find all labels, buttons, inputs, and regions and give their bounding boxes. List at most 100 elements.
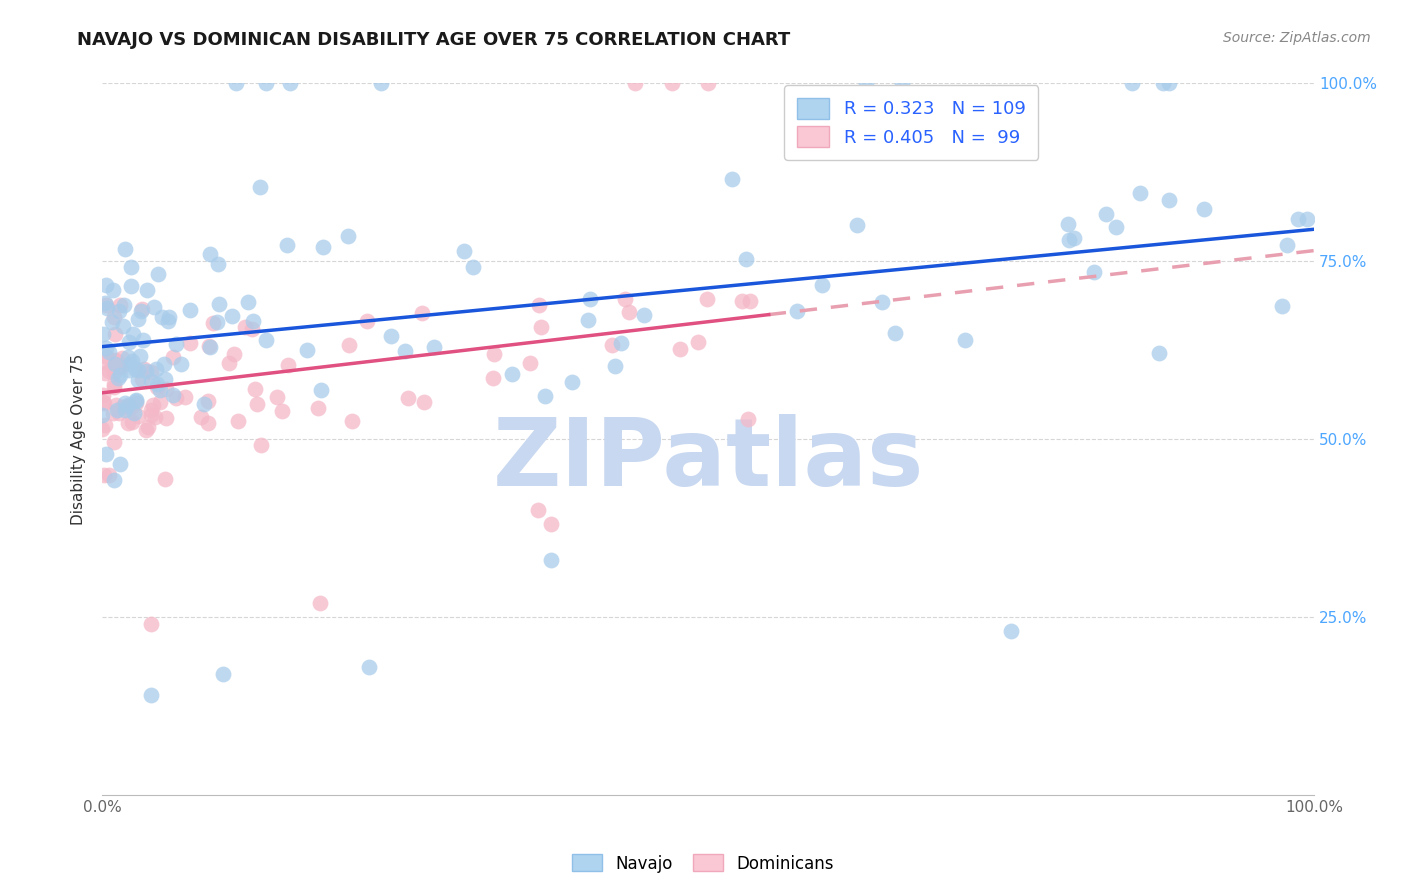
Point [127,362,149,376]
Point [112,298,135,312]
Point [811,278,834,293]
Text: ZIPatlas: ZIPatlas [492,415,924,507]
Point [855,77,877,91]
Point [190,409,212,424]
Point [579,292,602,306]
Point [141,365,163,379]
Point [117,398,139,412]
Point [120,357,142,371]
Point [519,356,541,370]
Point [153,472,176,486]
Point [121,415,143,429]
Point [94,342,117,356]
Point [883,326,905,340]
Point [1095,207,1118,221]
Point [91,388,114,402]
Point [613,292,636,306]
Point [669,342,692,356]
Point [121,326,143,341]
Point [103,310,125,324]
Point [105,353,128,368]
Point [337,338,360,352]
Point [179,302,201,317]
Point [94,417,117,432]
Point [150,310,173,324]
Point [411,306,433,320]
Point [633,308,655,322]
Point [249,438,271,452]
Point [153,371,176,385]
Point [120,260,142,275]
Point [98,364,121,378]
Point [501,367,523,381]
Point [1063,231,1085,245]
Point [661,77,683,91]
Point [198,340,221,354]
Point [540,517,562,532]
Point [721,171,744,186]
Point [336,228,359,243]
Point [1275,237,1298,252]
Point [162,350,184,364]
Point [103,435,125,450]
Point [135,284,157,298]
Point [1270,300,1292,314]
Point [149,395,172,409]
Point [118,335,141,350]
Point [212,666,235,681]
Point [139,408,162,422]
Point [155,411,177,425]
Point [114,396,136,410]
Point [149,383,172,397]
Point [461,260,484,274]
Point [121,354,143,368]
Point [1194,202,1216,216]
Point [110,457,132,471]
Point [1157,77,1180,91]
Point [173,390,195,404]
Point [105,402,128,417]
Point [891,77,914,91]
Point [624,77,647,91]
Point [103,376,125,391]
Point [101,407,124,421]
Point [98,344,121,359]
Point [136,420,159,434]
Point [193,397,215,411]
Point [104,357,127,371]
Point [131,302,153,317]
Point [93,326,115,341]
Point [197,417,219,431]
Point [731,294,754,309]
Point [145,361,167,376]
Point [179,336,201,351]
Point [1149,345,1171,359]
Point [96,301,118,316]
Point [254,77,277,91]
Point [309,596,332,610]
Point [1000,624,1022,639]
Point [198,246,221,260]
Point [1152,77,1174,91]
Point [696,292,718,306]
Point [277,358,299,372]
Point [610,336,633,351]
Point [110,359,132,374]
Point [125,396,148,410]
Point [114,403,136,417]
Point [576,312,599,326]
Point [278,77,301,91]
Point [124,361,146,376]
Point [104,326,127,341]
Point [453,244,475,259]
Point [617,305,640,319]
Point [233,320,256,334]
Point [270,404,292,418]
Point [132,333,155,347]
Point [786,304,808,318]
Point [208,297,231,311]
Point [139,617,162,632]
Point [131,372,153,386]
Point [153,357,176,371]
Point [103,473,125,487]
